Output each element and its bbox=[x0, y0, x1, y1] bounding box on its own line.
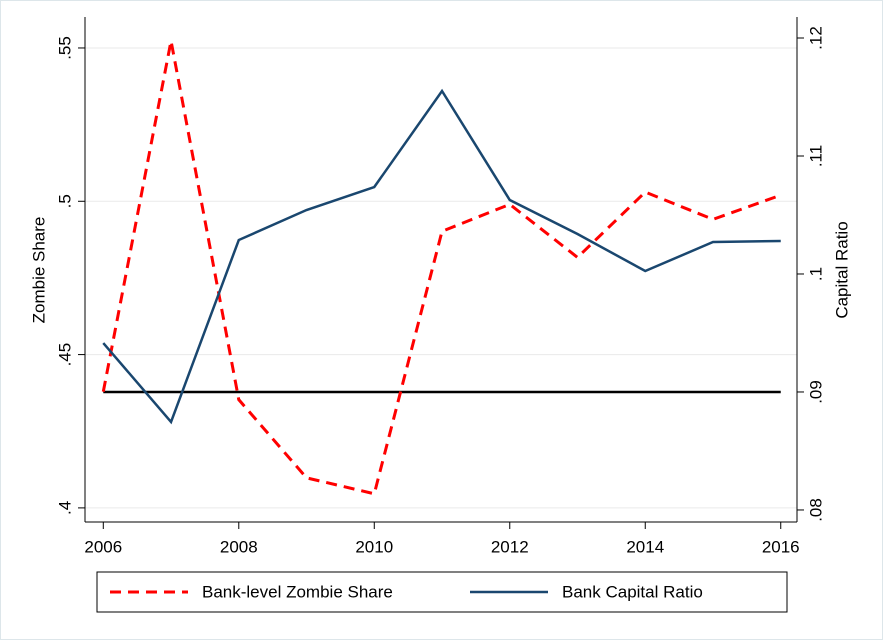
y2-tick-label: .12 bbox=[806, 26, 825, 50]
x-tick-label: 2006 bbox=[84, 537, 122, 556]
y-tick-label: .4 bbox=[55, 501, 74, 515]
y-tick-label: .55 bbox=[55, 36, 74, 60]
y2-tick-label: .09 bbox=[806, 380, 825, 404]
legend-label: Bank-level Zombie Share bbox=[202, 582, 393, 601]
y2-axis-title: Capital Ratio bbox=[832, 221, 851, 318]
x-tick-label: 2014 bbox=[626, 537, 664, 556]
y2-tick-label: .1 bbox=[806, 267, 825, 281]
legend-label: Bank Capital Ratio bbox=[562, 582, 703, 601]
x-tick-label: 2016 bbox=[762, 537, 800, 556]
x-tick-label: 2012 bbox=[491, 537, 529, 556]
y2-tick-label: .11 bbox=[806, 145, 825, 167]
y-tick-label: .45 bbox=[55, 343, 74, 367]
series-line bbox=[102, 88, 781, 425]
x-tick-label: 2010 bbox=[355, 537, 393, 556]
x-tick-label: 2008 bbox=[220, 537, 258, 556]
y-tick-label: .5 bbox=[55, 194, 74, 208]
legend-box bbox=[96, 571, 788, 613]
y-axis-title: Zombie Share bbox=[29, 217, 48, 324]
series-line bbox=[101, 40, 782, 496]
y2-tick-label: .08 bbox=[806, 498, 825, 522]
